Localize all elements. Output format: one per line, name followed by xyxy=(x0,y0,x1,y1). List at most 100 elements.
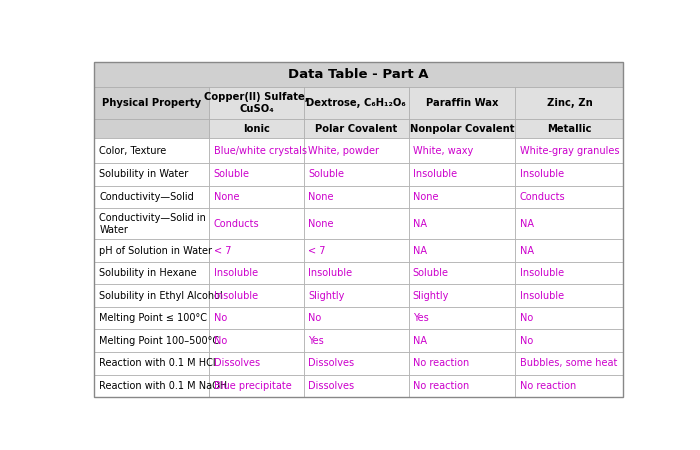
Bar xyxy=(515,120,624,138)
Bar xyxy=(515,163,624,186)
Bar xyxy=(515,329,624,352)
Text: No: No xyxy=(214,336,227,346)
Text: Color, Texture: Color, Texture xyxy=(99,146,167,156)
Text: NA: NA xyxy=(520,219,534,229)
Bar xyxy=(209,120,304,138)
Text: NA: NA xyxy=(520,246,534,256)
Text: Dissolves: Dissolves xyxy=(214,358,260,368)
Bar xyxy=(209,208,304,239)
Text: Insoluble: Insoluble xyxy=(520,291,564,301)
Text: Insoluble: Insoluble xyxy=(214,268,258,278)
Text: Bubbles, some heat: Bubbles, some heat xyxy=(520,358,617,368)
Text: Insoluble: Insoluble xyxy=(308,268,352,278)
Bar xyxy=(409,329,515,352)
Text: Ionic: Ionic xyxy=(243,124,270,134)
Text: None: None xyxy=(214,192,239,202)
Text: < 7: < 7 xyxy=(214,246,231,256)
Bar xyxy=(515,138,624,163)
Bar xyxy=(209,186,304,208)
Bar xyxy=(94,284,209,307)
Text: Slightly: Slightly xyxy=(308,291,344,301)
Text: NA: NA xyxy=(413,219,427,229)
Text: Nonpolar Covalent: Nonpolar Covalent xyxy=(410,124,514,134)
Text: Reaction with 0.1 M NaOH: Reaction with 0.1 M NaOH xyxy=(99,381,228,391)
Bar xyxy=(94,307,209,329)
Bar xyxy=(304,374,409,397)
Bar xyxy=(409,239,515,262)
Bar xyxy=(515,208,624,239)
Text: Insoluble: Insoluble xyxy=(413,169,457,180)
Text: Blue/white crystals: Blue/white crystals xyxy=(214,146,307,156)
Bar xyxy=(94,262,209,284)
Text: NA: NA xyxy=(413,336,427,346)
Bar xyxy=(209,138,304,163)
Bar xyxy=(304,284,409,307)
Text: Conductivity—Solid: Conductivity—Solid xyxy=(99,192,194,202)
Bar xyxy=(94,163,209,186)
Text: Soluble: Soluble xyxy=(308,169,344,180)
Text: White-gray granules: White-gray granules xyxy=(520,146,620,156)
Bar xyxy=(209,374,304,397)
Bar xyxy=(304,329,409,352)
Bar xyxy=(304,239,409,262)
Text: None: None xyxy=(308,192,333,202)
Text: None: None xyxy=(413,192,438,202)
Bar xyxy=(409,86,515,120)
Bar xyxy=(409,163,515,186)
Bar xyxy=(304,138,409,163)
Text: Blue precipitate: Blue precipitate xyxy=(214,381,291,391)
Bar xyxy=(209,352,304,374)
Bar xyxy=(515,186,624,208)
Bar xyxy=(515,374,624,397)
Bar xyxy=(94,62,624,86)
Text: White, waxy: White, waxy xyxy=(413,146,473,156)
Text: < 7: < 7 xyxy=(308,246,326,256)
Bar xyxy=(94,352,209,374)
Bar xyxy=(409,374,515,397)
Text: No reaction: No reaction xyxy=(520,381,576,391)
Bar xyxy=(94,86,209,120)
Bar xyxy=(515,239,624,262)
Text: Data Table - Part A: Data Table - Part A xyxy=(288,68,429,81)
Text: No: No xyxy=(520,313,533,323)
Bar xyxy=(209,239,304,262)
Text: Yes: Yes xyxy=(413,313,428,323)
Text: Insoluble: Insoluble xyxy=(520,268,564,278)
Text: Insoluble: Insoluble xyxy=(214,291,258,301)
Text: Conducts: Conducts xyxy=(520,192,566,202)
Bar xyxy=(304,163,409,186)
Text: Solubility in Water: Solubility in Water xyxy=(99,169,189,180)
Text: Conducts: Conducts xyxy=(214,219,260,229)
Text: Dextrose, C₆H₁₂O₆: Dextrose, C₆H₁₂O₆ xyxy=(306,98,406,108)
Bar xyxy=(94,374,209,397)
Text: Melting Point 100–500°C: Melting Point 100–500°C xyxy=(99,336,220,346)
Text: Metallic: Metallic xyxy=(547,124,591,134)
Bar xyxy=(304,352,409,374)
Text: Yes: Yes xyxy=(308,336,324,346)
Text: pH of Solution in Water: pH of Solution in Water xyxy=(99,246,212,256)
Text: Insoluble: Insoluble xyxy=(520,169,564,180)
Text: Zinc, Zn: Zinc, Zn xyxy=(547,98,592,108)
Bar xyxy=(409,284,515,307)
Text: Solubility in Ethyl Alcohol: Solubility in Ethyl Alcohol xyxy=(99,291,223,301)
Bar xyxy=(304,208,409,239)
Text: NA: NA xyxy=(413,246,427,256)
Bar xyxy=(209,329,304,352)
Bar xyxy=(409,352,515,374)
Text: White, powder: White, powder xyxy=(308,146,379,156)
Bar xyxy=(209,86,304,120)
Bar xyxy=(515,262,624,284)
Text: Conductivity—Solid in
Water: Conductivity—Solid in Water xyxy=(99,212,206,235)
Bar xyxy=(515,284,624,307)
Bar xyxy=(409,138,515,163)
Text: Solubility in Hexane: Solubility in Hexane xyxy=(99,268,197,278)
Bar xyxy=(515,307,624,329)
Bar xyxy=(94,138,209,163)
Bar xyxy=(409,262,515,284)
Bar xyxy=(304,186,409,208)
Text: No: No xyxy=(520,336,533,346)
Text: Polar Covalent: Polar Covalent xyxy=(315,124,397,134)
Text: Melting Point ≤ 100°C: Melting Point ≤ 100°C xyxy=(99,313,207,323)
Bar xyxy=(304,120,409,138)
Bar xyxy=(409,120,515,138)
